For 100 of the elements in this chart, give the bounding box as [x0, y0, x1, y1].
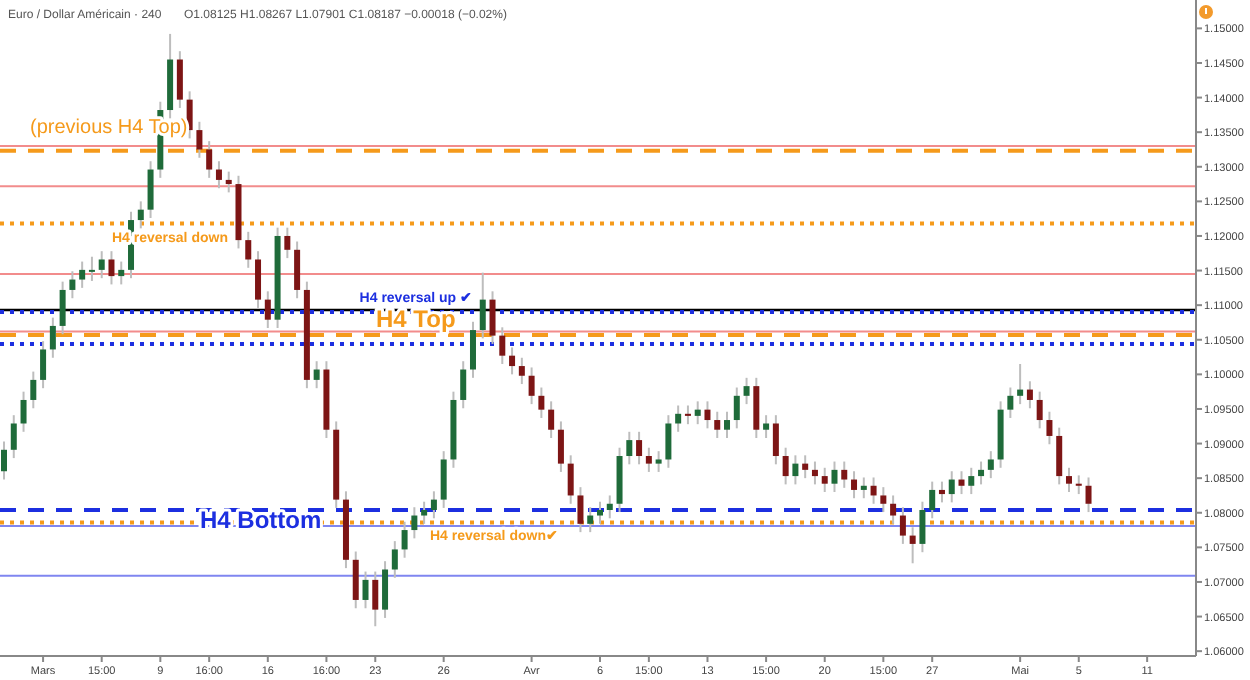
- candlestick: [469, 320, 476, 379]
- candlestick: [782, 446, 789, 486]
- candlestick: [675, 404, 682, 433]
- candlestick: [684, 404, 691, 426]
- candlestick: [538, 386, 545, 419]
- candlestick: [616, 446, 623, 514]
- candlestick: [313, 360, 320, 390]
- candlestick: [1056, 426, 1063, 486]
- candlestick: [636, 430, 643, 466]
- candlestick: [196, 120, 203, 159]
- candlestick: [430, 490, 437, 520]
- candlestick: [763, 414, 770, 440]
- candlestick: [411, 506, 418, 540]
- candlestick: [518, 356, 525, 386]
- candlestick: [929, 480, 936, 520]
- candlestick: [831, 460, 838, 493]
- candlestick: [557, 420, 564, 473]
- candlestick: [1046, 410, 1053, 446]
- candlestick: [10, 414, 17, 460]
- candlestick: [978, 460, 985, 486]
- candlestick: [245, 230, 252, 269]
- candlestick: [509, 346, 516, 376]
- candlestick: [88, 255, 95, 282]
- candlestick: [821, 466, 828, 493]
- candlestick: [899, 506, 906, 545]
- candlestick: [176, 50, 183, 109]
- candlestick: [264, 290, 271, 329]
- candlestick: [69, 270, 76, 300]
- candlestick: [938, 480, 945, 504]
- candlestick: [215, 160, 222, 190]
- candlestick: [909, 526, 916, 565]
- candlestick: [606, 494, 613, 520]
- candlestick: [372, 570, 379, 628]
- candlestick: [147, 160, 154, 219]
- candlestick: [645, 446, 652, 473]
- ref-line-label: H4 Top: [376, 304, 456, 333]
- candlestick: [890, 494, 897, 525]
- candlestick: [30, 370, 37, 410]
- candlestick: [851, 470, 858, 500]
- candlestick: [1075, 474, 1082, 496]
- candlestick: [460, 360, 467, 410]
- candlestick: [753, 376, 760, 440]
- candlestick: [98, 250, 105, 280]
- candlestick: [382, 560, 389, 619]
- candlestick: [694, 400, 701, 426]
- candlestick: [1026, 380, 1033, 410]
- candlestick: [870, 476, 877, 505]
- candlestick: [948, 470, 955, 504]
- candlestick: [733, 386, 740, 430]
- candlestick: [1017, 362, 1024, 406]
- candlestick: [401, 520, 408, 559]
- candlestick: [499, 326, 506, 365]
- candlestick: [391, 540, 398, 579]
- candlestick: [362, 570, 369, 610]
- candlestick: [79, 260, 86, 289]
- candlestick: [958, 470, 965, 496]
- candlestick: [118, 260, 125, 286]
- candlestick: [421, 500, 428, 525]
- candlestick: [880, 486, 887, 514]
- candlestick: [1085, 476, 1092, 514]
- candlestick: [137, 200, 144, 230]
- candlestick: [489, 290, 496, 345]
- candlestick: [665, 414, 672, 469]
- candlestick: [20, 390, 27, 433]
- candlestick: [772, 414, 779, 466]
- candlestick: [743, 376, 750, 406]
- candlestick: [655, 450, 662, 473]
- candlestick: [40, 340, 47, 390]
- candlestick: [528, 366, 535, 406]
- candlestick: [284, 226, 291, 260]
- candlestick: [704, 400, 711, 430]
- candlestick: [724, 410, 731, 440]
- candlestick: [225, 170, 232, 194]
- candlestick: [968, 466, 975, 496]
- candlestick: [626, 430, 633, 466]
- candlestick: [352, 550, 359, 610]
- candlestick: [802, 454, 809, 480]
- candlestick: [1007, 386, 1014, 419]
- candlestick: [294, 240, 301, 300]
- candlestick: [108, 250, 115, 286]
- candlestick: [548, 400, 555, 440]
- candlestick: [255, 250, 262, 309]
- candlestick: [59, 280, 66, 336]
- candlestick: [792, 454, 799, 486]
- candlestick: [206, 140, 213, 179]
- candlestick: [567, 454, 574, 505]
- candlestick: [1036, 390, 1043, 430]
- candlestick: [479, 271, 486, 340]
- candlestick: [714, 410, 721, 440]
- candlestick: [987, 450, 994, 480]
- candlestick: [587, 506, 594, 534]
- candlestick: [841, 460, 848, 489]
- candlestick: [811, 460, 818, 486]
- candlestick: [597, 500, 603, 525]
- candlestick: [860, 476, 867, 500]
- candlestick: [1065, 466, 1072, 493]
- candlestick: [49, 316, 56, 359]
- candlestick: [440, 450, 447, 509]
- candlestick: [1, 440, 7, 481]
- candlestick: [919, 500, 926, 554]
